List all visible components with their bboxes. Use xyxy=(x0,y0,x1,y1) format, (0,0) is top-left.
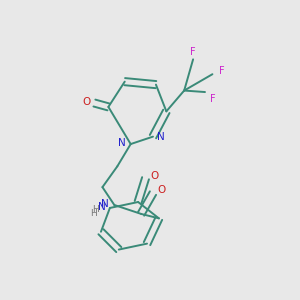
Text: O: O xyxy=(83,97,91,106)
Text: F: F xyxy=(190,47,196,57)
Text: F: F xyxy=(210,94,215,104)
Text: H: H xyxy=(90,209,97,218)
Text: H: H xyxy=(92,205,99,214)
Text: O: O xyxy=(157,185,165,195)
Text: N: N xyxy=(101,200,109,209)
Text: N: N xyxy=(158,132,165,142)
Text: N: N xyxy=(98,202,105,212)
Text: O: O xyxy=(150,171,159,181)
Text: N: N xyxy=(118,138,126,148)
Text: F: F xyxy=(218,66,224,76)
